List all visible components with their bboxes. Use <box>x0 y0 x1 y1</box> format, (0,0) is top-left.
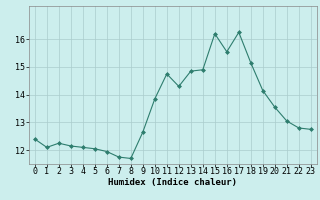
X-axis label: Humidex (Indice chaleur): Humidex (Indice chaleur) <box>108 178 237 187</box>
